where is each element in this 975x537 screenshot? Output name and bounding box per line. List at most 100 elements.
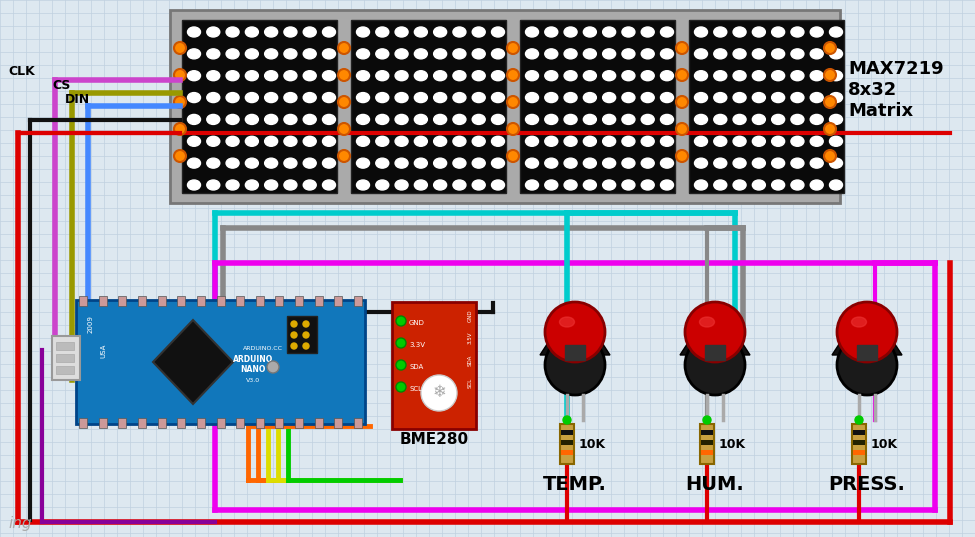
Ellipse shape — [694, 158, 708, 168]
Text: SDA: SDA — [409, 364, 423, 370]
FancyBboxPatch shape — [853, 430, 865, 435]
Ellipse shape — [207, 180, 219, 190]
FancyBboxPatch shape — [98, 296, 106, 306]
Ellipse shape — [472, 180, 486, 190]
Circle shape — [174, 42, 186, 54]
Ellipse shape — [264, 114, 278, 125]
Ellipse shape — [264, 71, 278, 81]
Circle shape — [338, 96, 350, 108]
Ellipse shape — [453, 49, 466, 59]
Circle shape — [338, 69, 350, 81]
Ellipse shape — [375, 158, 389, 168]
FancyBboxPatch shape — [255, 296, 264, 306]
Ellipse shape — [434, 114, 447, 125]
Ellipse shape — [284, 180, 297, 190]
Ellipse shape — [323, 71, 335, 81]
Ellipse shape — [660, 136, 674, 146]
Ellipse shape — [187, 71, 201, 81]
Ellipse shape — [323, 114, 335, 125]
Ellipse shape — [791, 27, 804, 37]
Text: CLK: CLK — [8, 65, 35, 78]
Ellipse shape — [246, 158, 258, 168]
Ellipse shape — [622, 92, 635, 103]
FancyBboxPatch shape — [158, 418, 166, 428]
Ellipse shape — [622, 71, 635, 81]
Ellipse shape — [565, 71, 577, 81]
Text: USA: USA — [100, 344, 106, 358]
Text: NANO: NANO — [240, 365, 265, 374]
FancyBboxPatch shape — [52, 336, 80, 380]
FancyBboxPatch shape — [255, 418, 264, 428]
Text: 3.3V: 3.3V — [409, 342, 425, 348]
Circle shape — [507, 42, 519, 54]
FancyBboxPatch shape — [287, 316, 317, 353]
Ellipse shape — [187, 158, 201, 168]
Ellipse shape — [323, 136, 335, 146]
Ellipse shape — [753, 136, 765, 146]
Ellipse shape — [303, 49, 316, 59]
Text: SCL: SCL — [467, 378, 473, 388]
Ellipse shape — [453, 92, 466, 103]
Ellipse shape — [434, 158, 447, 168]
Text: ing: ing — [8, 516, 31, 531]
Circle shape — [338, 150, 350, 162]
Ellipse shape — [303, 180, 316, 190]
Ellipse shape — [714, 92, 726, 103]
Ellipse shape — [472, 27, 486, 37]
Text: 10K: 10K — [871, 439, 898, 452]
Ellipse shape — [187, 27, 201, 37]
Circle shape — [174, 96, 186, 108]
Ellipse shape — [660, 180, 674, 190]
Ellipse shape — [603, 136, 615, 146]
Ellipse shape — [526, 158, 538, 168]
Circle shape — [563, 416, 571, 424]
Ellipse shape — [830, 27, 842, 37]
FancyBboxPatch shape — [216, 296, 224, 306]
Circle shape — [507, 96, 519, 108]
Ellipse shape — [323, 180, 335, 190]
Text: V3.0: V3.0 — [246, 378, 260, 383]
Ellipse shape — [472, 158, 486, 168]
Ellipse shape — [472, 71, 486, 81]
Ellipse shape — [187, 136, 201, 146]
Ellipse shape — [187, 180, 201, 190]
Ellipse shape — [303, 114, 316, 125]
Ellipse shape — [323, 27, 335, 37]
Ellipse shape — [791, 49, 804, 59]
Ellipse shape — [246, 27, 258, 37]
FancyBboxPatch shape — [118, 418, 127, 428]
Ellipse shape — [694, 27, 708, 37]
Ellipse shape — [491, 92, 504, 103]
Circle shape — [174, 69, 186, 81]
Ellipse shape — [491, 180, 504, 190]
Ellipse shape — [603, 92, 615, 103]
FancyBboxPatch shape — [701, 450, 713, 455]
Ellipse shape — [733, 49, 746, 59]
Text: BME280: BME280 — [400, 432, 469, 447]
Ellipse shape — [694, 114, 708, 125]
Ellipse shape — [434, 92, 447, 103]
Ellipse shape — [660, 92, 674, 103]
Ellipse shape — [264, 136, 278, 146]
FancyBboxPatch shape — [351, 20, 506, 193]
Ellipse shape — [357, 136, 370, 146]
Circle shape — [174, 150, 186, 162]
Ellipse shape — [603, 71, 615, 81]
Ellipse shape — [395, 27, 409, 37]
Ellipse shape — [583, 114, 597, 125]
Ellipse shape — [264, 92, 278, 103]
Ellipse shape — [714, 71, 726, 81]
Ellipse shape — [226, 71, 239, 81]
Text: DIN: DIN — [65, 93, 90, 106]
Ellipse shape — [733, 71, 746, 81]
Ellipse shape — [395, 114, 409, 125]
Ellipse shape — [207, 92, 219, 103]
Circle shape — [824, 69, 836, 81]
Ellipse shape — [545, 114, 558, 125]
Ellipse shape — [414, 136, 427, 146]
Ellipse shape — [830, 114, 842, 125]
FancyBboxPatch shape — [275, 418, 284, 428]
Ellipse shape — [791, 92, 804, 103]
FancyBboxPatch shape — [137, 418, 146, 428]
Ellipse shape — [264, 27, 278, 37]
